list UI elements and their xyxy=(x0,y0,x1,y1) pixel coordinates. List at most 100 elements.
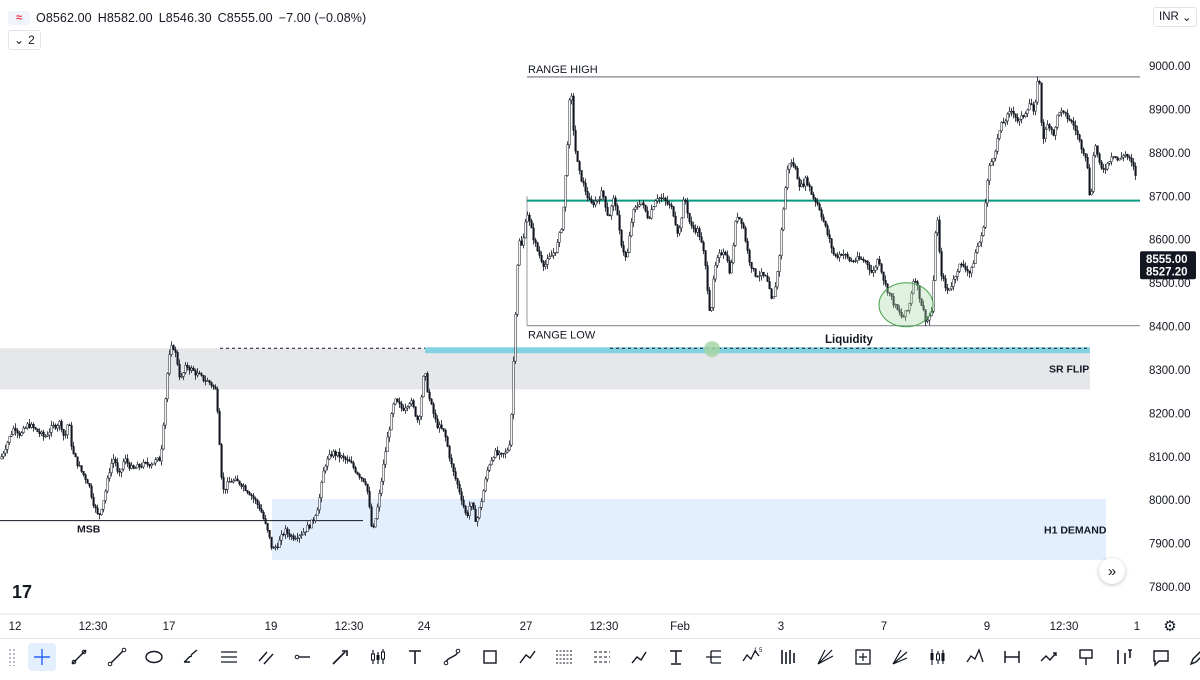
candle-up xyxy=(1056,114,1059,128)
candle-down xyxy=(528,214,531,222)
candle-down xyxy=(700,236,703,243)
candle-down xyxy=(92,496,95,506)
candle-down xyxy=(584,182,587,192)
currency-select[interactable]: INR ⌄ xyxy=(1153,7,1198,27)
sr-flip-zone[interactable] xyxy=(0,348,1090,390)
legend-open: O8562.00 xyxy=(36,11,92,25)
pencil-icon[interactable] xyxy=(1184,643,1200,671)
indicators-toggle-button[interactable]: ⌄ 2 xyxy=(8,30,41,50)
candle-down xyxy=(194,370,197,376)
fib-channel-icon[interactable] xyxy=(588,643,616,671)
candle-down xyxy=(342,455,345,458)
candle-down xyxy=(848,256,851,262)
candle-down xyxy=(882,271,885,281)
elliott-wave-icon[interactable]: 1 5 xyxy=(737,643,765,671)
candle-up xyxy=(932,280,935,312)
candle-down xyxy=(446,436,449,447)
gann-fan-icon[interactable] xyxy=(811,643,839,671)
candle-up xyxy=(1092,155,1095,192)
trend-angle-icon[interactable] xyxy=(65,643,93,671)
candle-down xyxy=(1080,139,1083,150)
comment-icon[interactable] xyxy=(1147,643,1175,671)
text-icon[interactable] xyxy=(401,643,429,671)
candle-up xyxy=(514,314,517,362)
flag-marker-icon[interactable] xyxy=(1072,643,1100,671)
candle-down xyxy=(398,401,401,404)
anchored-text-icon[interactable] xyxy=(662,643,690,671)
candle-down xyxy=(434,413,437,420)
candle-up xyxy=(1124,154,1127,156)
candle-down xyxy=(1074,125,1077,131)
candle-down xyxy=(902,316,905,318)
rectangle-icon[interactable] xyxy=(476,643,504,671)
candle-up xyxy=(782,208,785,230)
arrow-marker-icon[interactable] xyxy=(326,643,354,671)
msb-label: MSB xyxy=(77,524,101,536)
candle-down xyxy=(356,471,359,475)
candle-down xyxy=(1048,124,1051,128)
candle-down xyxy=(768,281,771,290)
candle-down xyxy=(1072,121,1075,126)
symbol-logo-icon[interactable]: ≈ xyxy=(8,11,30,25)
accumulation-circle[interactable] xyxy=(878,282,934,328)
candle-down xyxy=(818,203,821,211)
head-shoulders-icon[interactable] xyxy=(961,643,989,671)
candle-down xyxy=(1132,161,1135,167)
brush-icon[interactable] xyxy=(177,643,205,671)
candle-down xyxy=(222,477,225,490)
y-tick-label: 9000.00 xyxy=(1149,61,1191,73)
candlestick-pattern-icon[interactable] xyxy=(923,643,951,671)
forecast-icon[interactable] xyxy=(1035,643,1063,671)
candle-up xyxy=(382,463,385,482)
ellipse-icon[interactable] xyxy=(140,643,168,671)
date-range-icon[interactable] xyxy=(998,643,1026,671)
candle-down xyxy=(846,253,849,258)
horizontal-ray-icon[interactable] xyxy=(289,643,317,671)
candle-down xyxy=(820,209,823,218)
polyline-icon[interactable] xyxy=(513,643,541,671)
candle-up xyxy=(480,501,483,508)
tradingview-logo-icon[interactable]: 17 xyxy=(11,581,33,602)
settings-gear-icon[interactable]: ⚙ xyxy=(1163,618,1176,635)
sr-flip-line[interactable] xyxy=(425,347,1090,354)
candle-down xyxy=(660,197,663,199)
fib-fan-icon[interactable] xyxy=(886,643,914,671)
candle-up xyxy=(394,398,397,405)
crosshair-icon[interactable] xyxy=(28,643,56,671)
x-tick-label: 12:30 xyxy=(590,621,619,633)
candle-down xyxy=(892,296,895,306)
candles-icon[interactable] xyxy=(364,643,392,671)
candle-down xyxy=(140,466,143,468)
fib-retracement-icon[interactable] xyxy=(550,643,578,671)
candle-down xyxy=(444,429,447,438)
price-tag-1[interactable] xyxy=(1140,251,1196,268)
path-curve-icon[interactable] xyxy=(438,643,466,671)
trend-line-icon[interactable] xyxy=(103,643,131,671)
candle-up xyxy=(1110,156,1113,162)
y-tick-label: 8500.00 xyxy=(1149,278,1191,290)
liquidity-sweep-marker[interactable] xyxy=(704,341,720,358)
candle-down xyxy=(292,535,295,540)
candle-down xyxy=(578,161,581,171)
bars-pattern-icon[interactable] xyxy=(774,643,802,671)
parallel-channel-icon[interactable] xyxy=(215,643,243,671)
price-tag-2[interactable] xyxy=(1140,263,1196,280)
candle-down xyxy=(344,457,347,460)
pitchfork-icon[interactable] xyxy=(699,643,727,671)
candle-down xyxy=(792,162,795,167)
candle-down xyxy=(172,345,175,350)
candle-down xyxy=(1068,118,1071,121)
candle-up xyxy=(328,454,331,460)
toolbar-grip-icon[interactable] xyxy=(8,648,16,666)
flat-channel-icon[interactable] xyxy=(252,643,280,671)
h1-demand-zone[interactable] xyxy=(272,498,1106,561)
candle-up xyxy=(784,187,787,210)
price-range-icon[interactable] xyxy=(1110,643,1138,671)
trend-up-icon[interactable] xyxy=(625,643,653,671)
scroll-to-realtime-button[interactable]: » xyxy=(1099,558,1125,584)
candle-up xyxy=(48,432,51,436)
candle-down xyxy=(502,453,505,455)
projection-icon[interactable] xyxy=(849,643,877,671)
